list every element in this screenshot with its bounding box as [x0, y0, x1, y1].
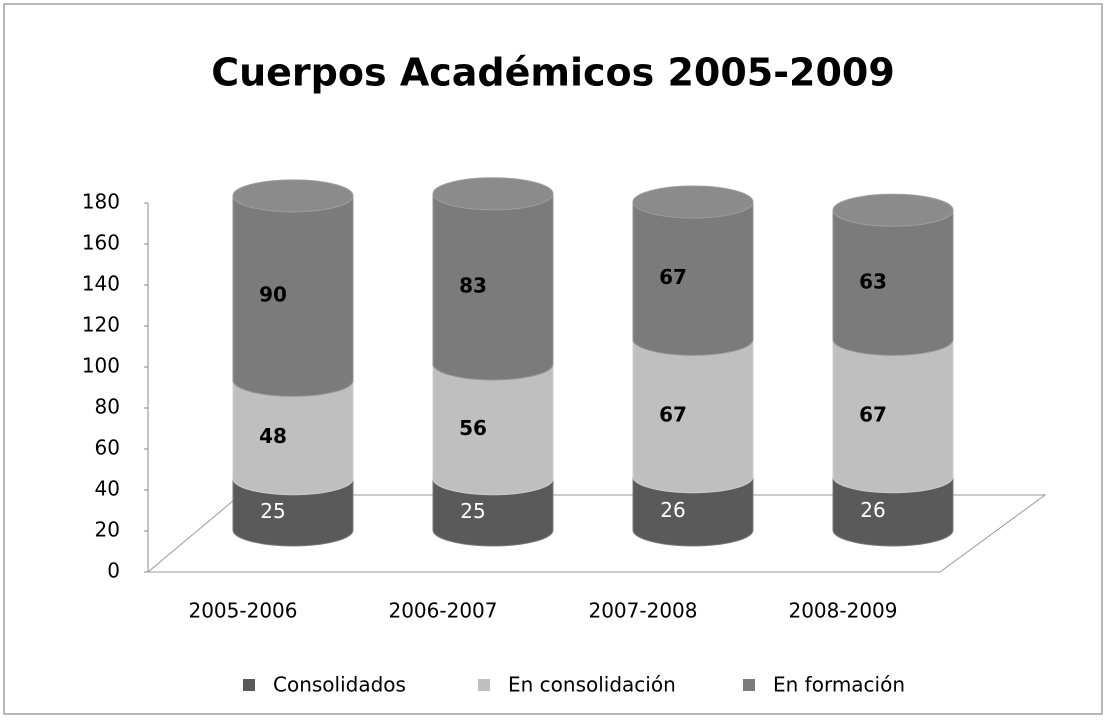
y-tick-label: 0 [107, 559, 120, 583]
cylinder-segment [832, 339, 954, 494]
cylinder-segment [632, 201, 754, 356]
y-tick-label: 160 [82, 231, 120, 255]
data-label: 25 [260, 499, 285, 523]
data-label: 25 [460, 499, 485, 523]
cylinder-segment [232, 380, 354, 496]
legend-swatch [743, 679, 755, 691]
cylinder-top [432, 177, 554, 211]
data-label: 83 [459, 273, 487, 297]
y-tick-label: 20 [95, 518, 120, 542]
y-tick-label: 180 [82, 190, 120, 214]
data-label: 90 [259, 283, 287, 307]
y-tick-label: 40 [95, 477, 120, 501]
legend-label: En consolidación [508, 673, 676, 697]
cylinder-segment [432, 363, 554, 496]
cylinder-segment [832, 210, 954, 356]
cylinder-segment [432, 193, 554, 381]
data-label: 63 [859, 269, 887, 293]
y-tick-label: 80 [95, 395, 120, 419]
legend-label: Consolidados [273, 673, 406, 697]
data-label: 26 [660, 498, 685, 522]
x-tick-label: 2008-2009 [788, 599, 897, 623]
y-tick-label: 100 [82, 354, 120, 378]
x-tick-label: 2007-2008 [588, 599, 697, 623]
legend-swatch [243, 679, 255, 691]
data-label: 56 [459, 416, 487, 440]
data-label: 67 [859, 403, 887, 427]
x-tick-label: 2006-2007 [388, 599, 497, 623]
data-label: 48 [259, 424, 287, 448]
cylinder-top [832, 193, 954, 227]
legend-swatch [478, 679, 490, 691]
legend-label: En formación [773, 673, 905, 697]
x-tick-label: 2005-2006 [188, 599, 297, 623]
cylinder-segment [232, 195, 354, 397]
chart-title: Cuerpos Académicos 2005-2009 [211, 51, 895, 95]
data-label: 67 [659, 403, 687, 427]
y-tick-label: 120 [82, 313, 120, 337]
y-tick-label: 140 [82, 272, 120, 296]
data-label: 67 [659, 265, 687, 289]
y-tick-label: 60 [95, 436, 120, 460]
cylinder-top [232, 179, 354, 213]
cylinder-top [632, 185, 754, 219]
cylinder-segment [632, 339, 754, 494]
data-label: 26 [860, 498, 885, 522]
floor [146, 494, 1047, 573]
